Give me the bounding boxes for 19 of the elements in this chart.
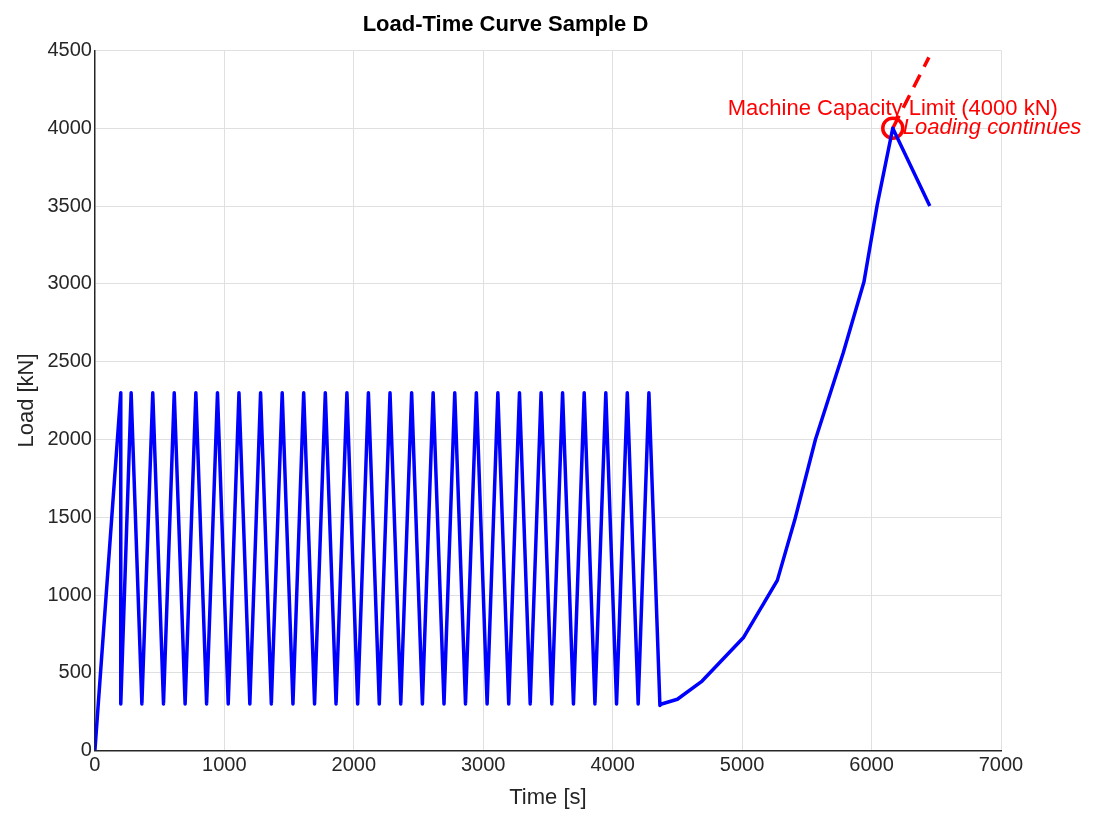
x-tick-label: 1000 (202, 753, 247, 776)
y-tick-label: 4000 (47, 115, 92, 138)
y-tick-label: 1000 (47, 582, 92, 605)
x-tick-label: 4000 (590, 753, 635, 776)
x-tick-label: 3000 (460, 753, 506, 776)
y-tick-label: 1500 (47, 504, 92, 527)
y-tick-label: 4500 (47, 37, 92, 60)
x-tick-label: 6000 (849, 753, 894, 776)
y-tick-label: 500 (58, 660, 92, 683)
chart-title: Load-Time Curve Sample D (362, 11, 649, 37)
x-axis-title: Time [s] (509, 783, 587, 809)
x-tick-label: 5000 (719, 753, 765, 776)
y-tick-label: 3000 (47, 271, 92, 294)
y-axis-title: Load [kN] (13, 353, 39, 448)
x-tick-label: 2000 (331, 753, 377, 776)
x-tick-label: 7000 (978, 753, 1024, 776)
y-tick-label: 3500 (47, 193, 92, 216)
y-tick-label: 2000 (47, 426, 92, 449)
y-tick-label: 2500 (47, 349, 92, 372)
